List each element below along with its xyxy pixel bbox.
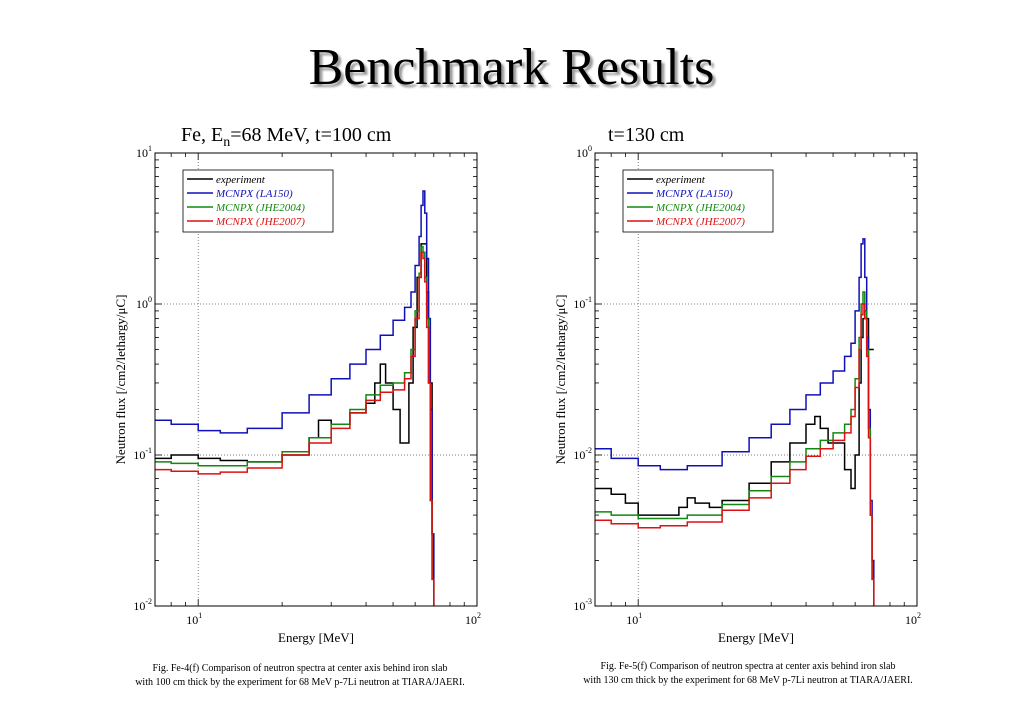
y-tick-exp: -3: [585, 597, 592, 606]
subtitle-left-post: =68 MeV, t=100 cm: [230, 124, 392, 146]
legend-label-1: MCNPX (LA150): [655, 188, 733, 200]
x-tick-exp: 2: [477, 611, 481, 620]
y-tick-exp: 0: [588, 144, 592, 153]
legend-label-0: experiment: [216, 174, 266, 186]
x-tick-label: 101: [186, 611, 202, 627]
x-tick-base: 10: [186, 613, 198, 627]
y-tick-label: 10-1: [573, 295, 592, 311]
y-tick-base: 10: [136, 297, 148, 311]
y-tick-exp: -2: [145, 597, 152, 606]
caption-left-line-1: Fig. Fe-4(f) Comparison of neutron spect…: [152, 663, 448, 674]
caption-right-line-2: with 130 cm thick by the experiment for …: [583, 675, 913, 686]
y-tick-base: 10: [573, 297, 585, 311]
y-tick-label: 100: [576, 144, 592, 160]
y-tick-label: 10-2: [573, 446, 592, 462]
y-tick-label: 101: [136, 144, 152, 160]
y-tick-base: 10: [136, 146, 148, 160]
y-tick-base: 10: [133, 448, 145, 462]
y-tick-label: 10-2: [133, 597, 152, 613]
caption-right-line-1: Fig. Fe-5(f) Comparison of neutron spect…: [600, 661, 896, 672]
series-line-1: [155, 190, 435, 606]
page-title: Benchmark Results: [308, 39, 715, 96]
y-tick-base: 10: [573, 599, 585, 613]
legend-label-2: MCNPX (JHE2004): [655, 202, 745, 214]
x-tick-exp: 1: [198, 611, 202, 620]
y-tick-exp: 0: [148, 295, 152, 304]
legend-label-1: MCNPX (LA150): [215, 188, 293, 200]
legend-label-2: MCNPX (JHE2004): [215, 202, 305, 214]
x-tick-exp: 2: [917, 611, 921, 620]
legend-label-3: MCNPX (JHE2007): [655, 216, 745, 228]
x-tick-base: 10: [465, 613, 477, 627]
series-line-3: [595, 303, 875, 606]
series-line-1: [595, 238, 875, 606]
series-line-2: [155, 245, 435, 606]
y-tick-base: 10: [573, 448, 585, 462]
x-tick-base: 10: [626, 613, 638, 627]
y-axis-label: Neutron flux [/cm2/lethargy/μC]: [113, 295, 128, 465]
y-tick-label: 10-1: [133, 446, 152, 462]
y-tick-base: 10: [133, 599, 145, 613]
x-axis-label: Energy [MeV]: [718, 630, 794, 645]
x-tick-label: 102: [465, 611, 481, 627]
caption-left: Fig. Fe-4(f) Comparison of neutron spect…: [100, 662, 500, 690]
caption-left-line-2: with 100 cm thick by the experiment for …: [135, 677, 465, 688]
y-tick-base: 10: [576, 146, 588, 160]
subtitle-left-sub: n: [223, 135, 231, 150]
y-tick-label: 10-3: [573, 597, 592, 613]
y-tick-exp: -1: [585, 295, 592, 304]
legend-label-0: experiment: [656, 174, 706, 186]
x-axis-label: Energy [MeV]: [278, 630, 354, 645]
series-line-0: [595, 310, 874, 516]
caption-right: Fig. Fe-5(f) Comparison of neutron spect…: [548, 660, 948, 688]
subtitle-left-pre: Fe, E: [181, 124, 224, 146]
series-line-3: [155, 251, 435, 606]
y-axis-label: Neutron flux [/cm2/lethargy/μC]: [553, 295, 568, 465]
x-tick-base: 10: [905, 613, 917, 627]
x-tick-label: 101: [626, 611, 642, 627]
plot-frame: [594, 152, 918, 607]
x-tick-label: 102: [905, 611, 921, 627]
plot-frame: [154, 152, 478, 607]
y-tick-exp: 1: [148, 144, 152, 153]
subtitle-right: t=130 cm: [608, 124, 685, 146]
y-tick-exp: -1: [145, 446, 152, 455]
series-line-2: [595, 291, 875, 606]
y-tick-label: 100: [136, 295, 152, 311]
x-tick-exp: 1: [638, 611, 642, 620]
subtitle-left: Fe, En=68 MeV, t=100 cm: [181, 124, 391, 154]
legend-label-3: MCNPX (JHE2007): [215, 216, 305, 228]
y-tick-exp: -2: [585, 446, 592, 455]
